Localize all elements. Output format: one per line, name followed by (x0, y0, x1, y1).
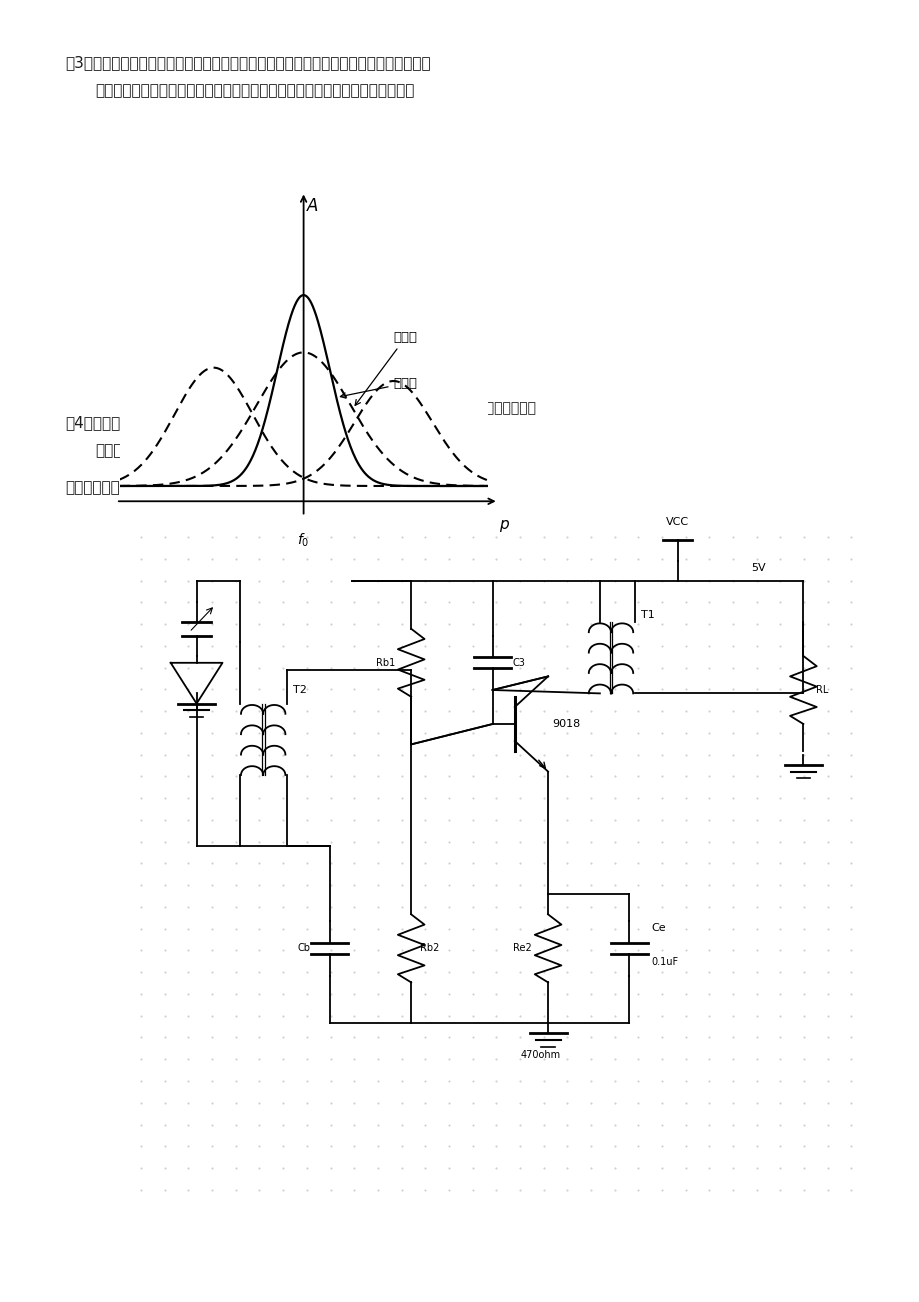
Text: 图 2-反馈导纳对放大器谐振曲线的影响: 图 2-反馈导纳对放大器谐振曲线的影响 (383, 400, 536, 414)
Text: T1: T1 (640, 611, 653, 620)
Text: 能产生明显的相互干扰。: 能产生明显的相互干扰。 (95, 443, 195, 458)
Text: Ce: Ce (651, 923, 665, 934)
Text: （4）前后级之间的阻抗匹配，即把各级联接起来之后仍有较大的增益，同时，各级之间不: （4）前后级之间的阻抗匹配，即把各级联接起来之后仍有较大的增益，同时，各级之间不 (65, 415, 430, 430)
Text: RL: RL (815, 685, 827, 695)
Text: 470ohm: 470ohm (520, 1051, 561, 1060)
Text: Cb: Cb (297, 944, 310, 953)
Text: 0.1uF: 0.1uF (651, 957, 678, 967)
Text: 5V: 5V (751, 562, 766, 573)
Text: 根据上面各个具体环节的考虑设计出下面总体的电路：: 根据上面各个具体环节的考虑设计出下面总体的电路： (65, 480, 284, 495)
Text: T2: T2 (292, 685, 306, 695)
Text: 有反馈: 有反馈 (355, 331, 417, 405)
Text: Re2: Re2 (512, 944, 531, 953)
Text: 9018: 9018 (551, 719, 579, 729)
Text: $f_0$: $f_0$ (297, 531, 310, 549)
Text: Rb1: Rb1 (375, 658, 394, 668)
Text: 影响，内部噪声要小，特别是不产生自激，加入负反馈可以改善放大器的性能。: 影响，内部噪声要小，特别是不产生自激，加入负反馈可以改善放大器的性能。 (95, 83, 414, 98)
Text: VCC: VCC (665, 517, 688, 527)
Text: （3）工作稳定可靠，即要求放大器的性能尽可能地不受温度、电源电压等外界因素变化的: （3）工作稳定可靠，即要求放大器的性能尽可能地不受温度、电源电压等外界因素变化的 (65, 55, 430, 70)
Text: C3: C3 (512, 658, 525, 668)
Text: A: A (307, 197, 318, 215)
Text: p: p (498, 517, 507, 531)
Text: Rb2: Rb2 (420, 944, 439, 953)
Text: 无反馈: 无反馈 (340, 376, 417, 398)
